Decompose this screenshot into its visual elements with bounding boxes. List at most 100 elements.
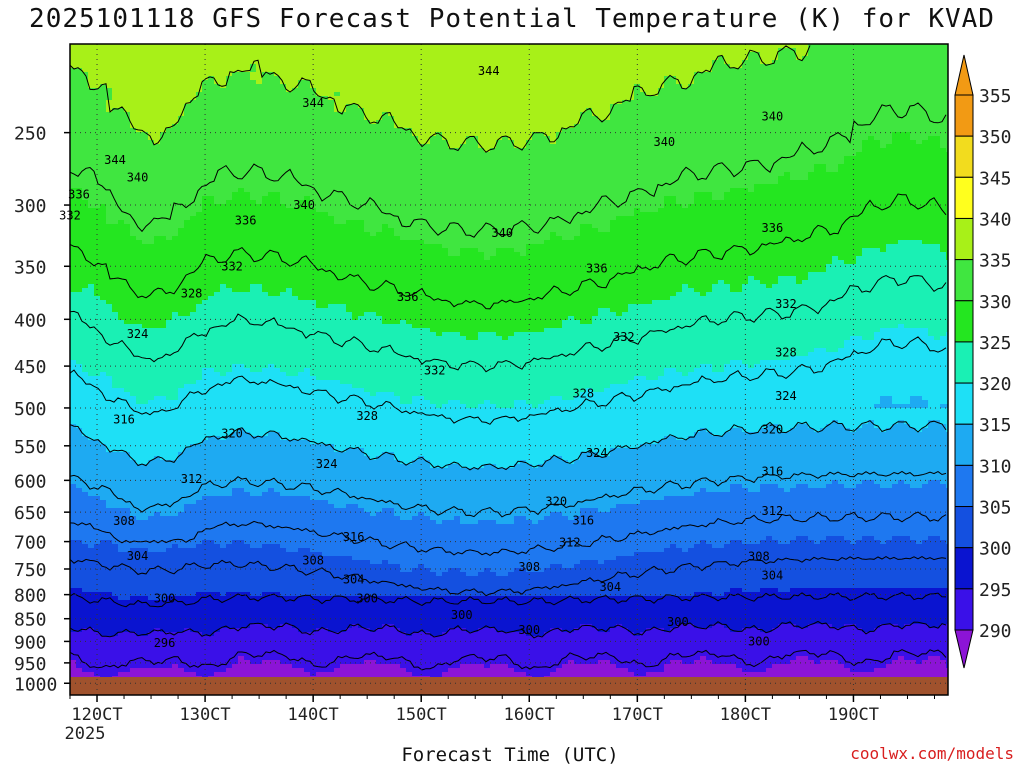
contour-labels: 3443443443403403403403403363363363363363… <box>59 64 797 650</box>
colorbar-swatch <box>954 464 974 508</box>
contour-label: 304 <box>343 572 365 586</box>
contour-label: 332 <box>424 363 446 377</box>
y-tick-label: 900 <box>14 632 47 653</box>
x-tick-label: 130CT <box>179 705 230 725</box>
contour-label: 312 <box>762 504 784 518</box>
colorbar-label: 320 <box>979 374 1012 395</box>
isoline-308 <box>70 556 947 597</box>
contour-label: 340 <box>127 171 149 185</box>
colorbar-label: 290 <box>979 621 1012 642</box>
contour-label: 340 <box>491 226 513 240</box>
contour-label: 320 <box>762 423 784 437</box>
x-axis-title: Forecast Time (UTC) <box>401 744 619 766</box>
isoline-300 <box>70 620 947 639</box>
colorbar: 290 295 300 305 310 315 320 325 330 335 340 345 350 3… <box>954 54 1012 669</box>
contour-label: 300 <box>748 634 770 648</box>
isotherm-lines <box>70 45 947 686</box>
contour-label: 304 <box>599 580 621 594</box>
contour-label: 336 <box>762 221 784 235</box>
y-tick-label: 950 <box>14 654 47 675</box>
contour-label: 324 <box>775 389 797 403</box>
contour-label: 340 <box>653 135 675 149</box>
colorbar-top-arrow <box>954 54 974 96</box>
contour-label: 320 <box>221 426 243 440</box>
x-tick-label: 160CT <box>504 705 555 725</box>
contour-label: 328 <box>775 346 797 360</box>
contour-label: 324 <box>127 327 149 341</box>
isoline-320 <box>70 420 947 471</box>
contour-label: 320 <box>545 495 567 509</box>
contour-label: 300 <box>451 608 473 622</box>
contour-label: 300 <box>154 592 176 606</box>
contour-label: 332 <box>221 259 243 273</box>
y-tick-label: 500 <box>14 399 47 420</box>
contour-label: 344 <box>302 96 324 110</box>
y-tick-label: 850 <box>14 610 47 631</box>
chart-title: 2025101118 GFS Forecast Potential Temper… <box>29 4 995 34</box>
contour-label: 300 <box>356 592 378 606</box>
y-tick-label: 650 <box>14 503 47 524</box>
y-tick-label: 350 <box>14 257 47 278</box>
contour-label: 324 <box>586 446 608 460</box>
colorbar-label: 330 <box>979 292 1012 313</box>
contour-label: 328 <box>356 409 378 423</box>
contour-label: 308 <box>518 560 540 574</box>
isoline-332 <box>70 193 947 310</box>
colorbar-label: 305 <box>979 498 1012 519</box>
y-tick-label: 450 <box>14 357 47 378</box>
contour-label: 308 <box>302 553 324 567</box>
contour-label: 328 <box>181 287 203 301</box>
contour-label: 332 <box>613 330 635 344</box>
colorbar-label: 340 <box>979 209 1012 230</box>
contour-label: 312 <box>559 536 581 550</box>
ground-strip <box>70 677 948 695</box>
y-tick-label: 600 <box>14 471 47 492</box>
colorbar-swatch <box>954 341 974 384</box>
contour-label: 304 <box>762 568 784 582</box>
x-tick-label: 140CT <box>288 705 339 725</box>
contour-label: 340 <box>762 109 784 123</box>
contour-label: 304 <box>127 549 149 563</box>
x-tick-label: 180CT <box>720 705 771 725</box>
y-tick-label: 400 <box>14 310 47 331</box>
colorbar-swatch <box>954 547 974 590</box>
colorbar-swatch <box>954 506 974 549</box>
contour-label: 336 <box>235 214 257 228</box>
contour-label: 316 <box>343 530 365 544</box>
contour-label: 336 <box>586 262 608 276</box>
contour-label: 316 <box>762 465 784 479</box>
grid-lines <box>70 44 948 695</box>
isoline-312 <box>70 511 947 556</box>
isoline-316 <box>70 470 947 518</box>
colorbar-swatch <box>954 382 974 425</box>
colorbar-swatch <box>954 135 974 178</box>
contour-label: 316 <box>572 514 594 528</box>
contour-label: 300 <box>667 615 689 629</box>
contour-label: 332 <box>775 297 797 311</box>
x-tick-sublabel: 2025 <box>65 724 106 744</box>
colorbar-swatch <box>954 94 974 137</box>
isoline-340 <box>70 45 811 153</box>
y-tick-label: 800 <box>14 586 47 607</box>
colorbar-label: 300 <box>979 539 1012 560</box>
contour-label: 312 <box>181 472 203 486</box>
contour-label: 336 <box>68 187 90 201</box>
colorbar-label: 325 <box>979 333 1012 354</box>
y-tick-label: 250 <box>14 124 47 145</box>
isoline-328 <box>70 274 947 373</box>
x-tick-label: 170CT <box>612 705 663 725</box>
x-tick-label: 120CT <box>71 705 122 725</box>
contour-label: 336 <box>397 290 419 304</box>
contour-fill <box>70 44 948 695</box>
colorbar-label: 335 <box>979 251 1012 272</box>
x-tick-label: 190CT <box>828 705 879 725</box>
contour-label: 324 <box>316 457 338 471</box>
colorbar-swatch <box>954 423 974 466</box>
contour-label: 300 <box>518 623 540 637</box>
y-tick-label: 750 <box>14 560 47 581</box>
contour-label: 308 <box>113 514 135 528</box>
colorbar-label: 355 <box>979 86 1012 107</box>
colorbar-label: 345 <box>979 168 1012 189</box>
